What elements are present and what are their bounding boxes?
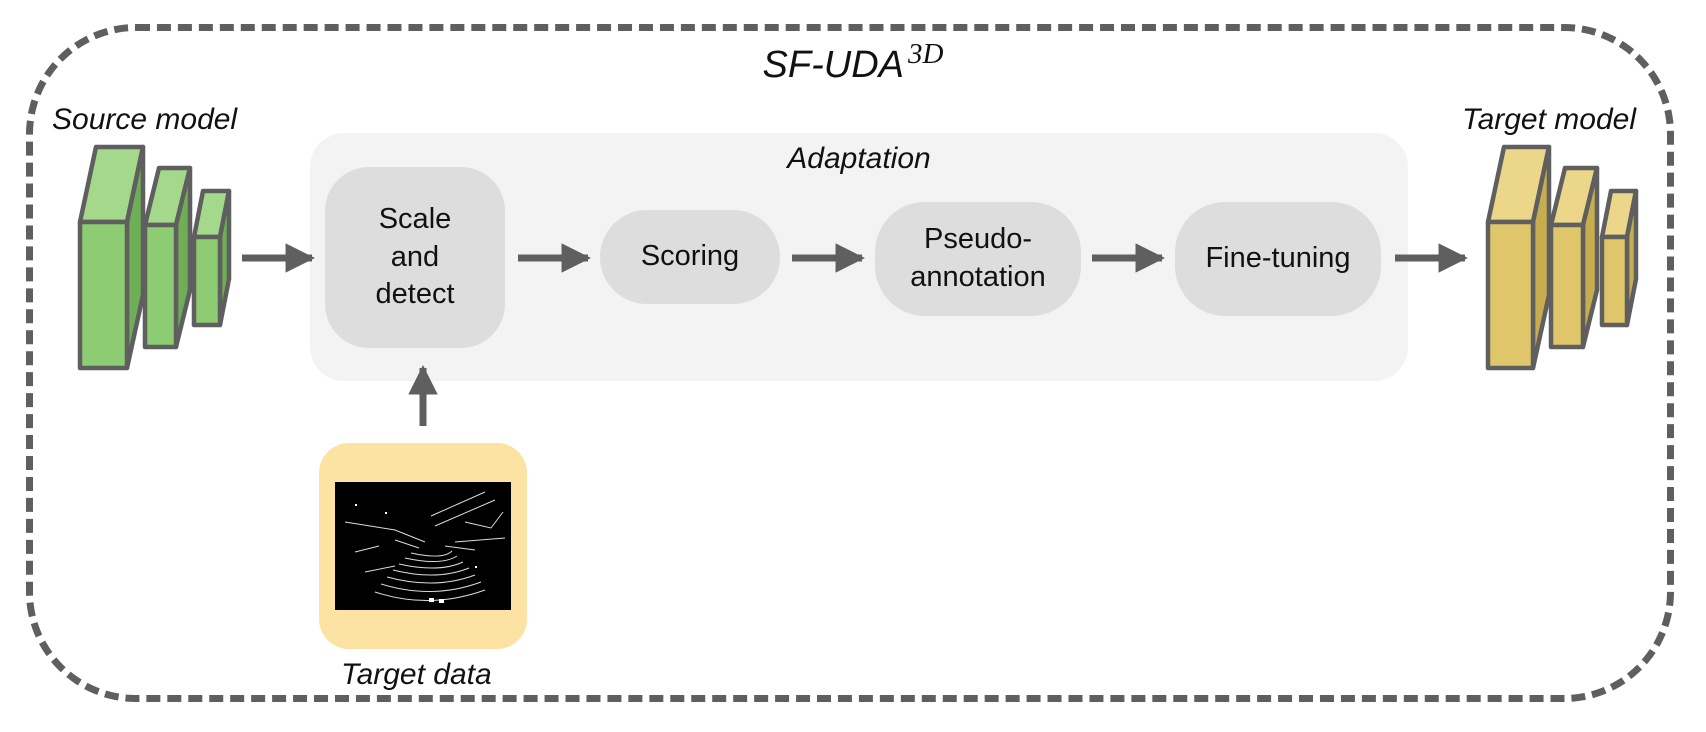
step-label: Scoring xyxy=(640,240,740,273)
title-superscript: 3D xyxy=(908,38,944,70)
step-label: Fine-tuning xyxy=(1205,242,1351,275)
sf-uda-frame xyxy=(26,24,1674,702)
target-model-label: Target model xyxy=(1462,103,1636,136)
source-model-icon xyxy=(77,144,232,371)
step-scale-and-detect: Scale and detect xyxy=(325,167,505,348)
title-text: SF-UDA xyxy=(762,44,904,86)
step-label: Pseudo- annotation xyxy=(910,223,1046,293)
source-model-label: Source model xyxy=(52,103,238,136)
step-pseudo-annotation: Pseudo- annotation xyxy=(875,202,1081,316)
step-scoring: Scoring xyxy=(600,210,780,304)
lidar-scan-image xyxy=(335,482,511,610)
diagram-title: SF-UDA 3D xyxy=(0,38,1706,87)
step-label: Scale and detect xyxy=(375,202,455,311)
target-model-icon xyxy=(1485,144,1639,371)
step-fine-tuning: Fine-tuning xyxy=(1175,202,1381,316)
target-data-label: Target data xyxy=(341,658,492,691)
adaptation-label: Adaptation xyxy=(787,142,931,175)
